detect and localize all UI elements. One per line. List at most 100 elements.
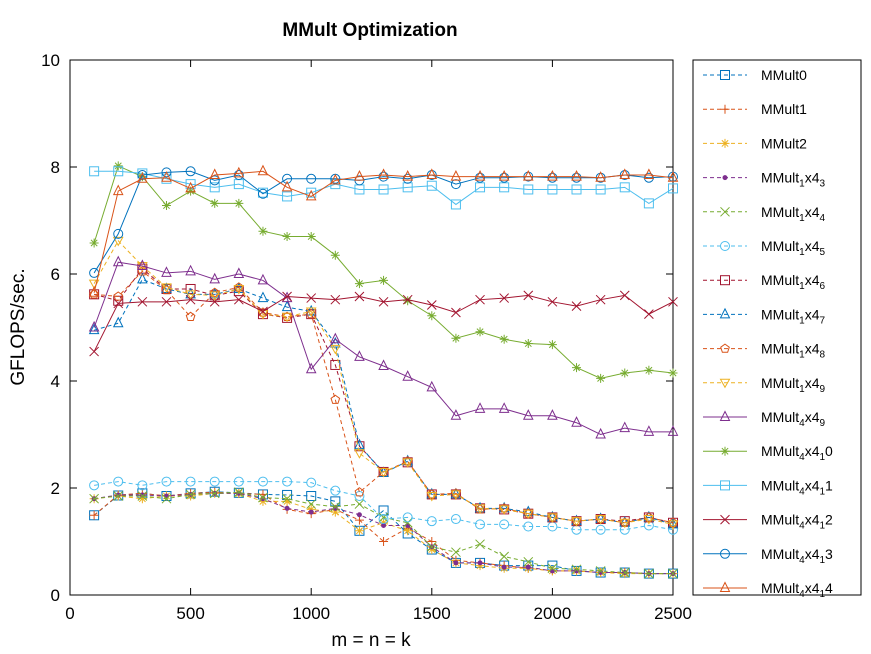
legend-label: MMult1x46 [761,272,825,292]
series-line [94,492,673,575]
axis-ticks: 0 500 1000 1500 2000 2500 0 2 4 6 8 10 [41,51,692,623]
data-point [161,476,172,487]
data-point [402,173,413,184]
data-point [619,518,631,529]
data-point [523,184,534,195]
data-point [258,496,268,506]
series-line [93,239,674,525]
data-point [209,175,220,186]
data-point [668,568,678,579]
data-point [282,291,292,302]
data-point [113,491,124,501]
legend-label-part: MMult [761,477,799,493]
data-point [209,488,220,499]
legend-label-part: 9 [819,418,825,429]
data-point [233,487,244,498]
data-point [185,264,196,276]
data-point [112,184,124,196]
data-point [719,307,731,319]
data-point [426,516,437,527]
data-point [354,170,365,181]
data-point [137,491,148,501]
data-point [402,370,413,381]
legend-label: MMult1x44 [761,204,825,224]
data-point [619,290,630,301]
data-point [330,332,341,344]
legend-label: MMult4x412 [761,512,833,532]
data-point [619,421,631,433]
data-point [330,507,340,517]
series-MMult_4x4_13 [89,166,678,278]
data-point [137,272,148,284]
data-point [523,521,534,532]
data-point [475,539,485,550]
data-point [450,514,461,525]
legend-label: MMult1x48 [761,341,825,361]
data-point [523,556,534,567]
data-point [547,409,558,420]
legend-label-part: MMult [761,306,799,322]
series-line [93,278,674,525]
legend-label: MMult1x47 [761,306,825,326]
data-point [571,416,582,427]
series-MMult1 [89,487,678,579]
data-point [354,291,365,302]
legend-label: MMult1 [761,101,807,117]
data-point [258,226,268,236]
data-point [426,300,437,310]
legend-label-part: MMult [761,546,799,562]
legend-label-part: 4 [825,580,833,596]
data-point [596,373,606,383]
data-point [354,279,364,289]
data-point [137,494,147,504]
data-point [185,181,196,193]
legend-label-part: 1 [799,315,805,326]
x-tick-label: 1000 [292,604,330,623]
data-point [137,170,148,181]
data-point [281,312,293,323]
x-tick-label: 0 [65,604,74,623]
legend-label-part: x4 [805,306,820,322]
data-point [379,275,389,285]
y-tick-label: 0 [51,586,60,605]
data-point [282,191,293,202]
data-point [282,173,293,184]
data-point [571,172,582,183]
data-point [112,316,124,328]
legend-entry: MMult4x410 [703,443,833,463]
data-point [547,184,558,195]
legend-label-part: 2 [825,512,833,528]
series-MMult_4x4_14 [88,164,679,297]
legend-label-part: 1 [819,452,825,463]
legend-label-part: 6 [819,281,825,292]
data-point [88,320,100,332]
legend-label-part: 1 [799,350,805,361]
data-point [595,427,606,439]
data-point [88,323,100,335]
y-axis-label: GFLOPS/sec. [8,268,29,385]
legend-label: MMult4x413 [761,546,833,566]
data-point [547,170,558,181]
data-point [668,296,678,307]
data-point [450,409,462,420]
data-point [619,168,631,180]
data-point [595,171,606,182]
data-point [644,568,654,579]
data-point [378,467,389,478]
data-point [720,343,730,353]
legend-label-part: 4 [799,555,805,566]
data-point [720,548,730,559]
data-point [209,476,220,487]
legend-entry: MMult1x48 [703,341,825,361]
legend-label-part: MMult [761,375,799,391]
series-line [93,294,674,352]
series-MMult_1x4_3 [91,490,676,577]
data-point [720,70,730,80]
data-point [475,561,485,571]
data-point [547,513,558,523]
data-point [426,492,438,502]
data-point [113,298,124,309]
legend-label-part: 3 [819,179,825,190]
data-point [475,327,485,337]
data-point [233,476,244,487]
